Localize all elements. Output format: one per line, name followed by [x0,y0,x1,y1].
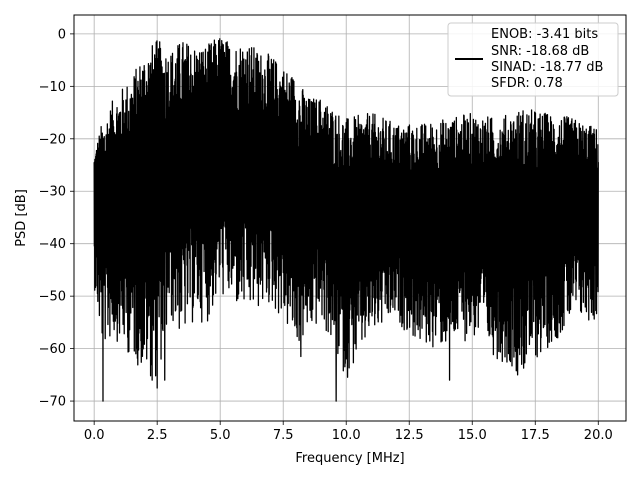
x-tick-label: 20.0 [584,428,613,443]
y-tick-label: −50 [39,290,66,305]
x-tick-label: 0.0 [84,428,105,443]
y-tick-label: −40 [39,237,66,252]
y-tick-label: −60 [39,342,66,357]
y-tick-label: −10 [39,80,66,95]
x-tick-label: 17.5 [521,428,550,443]
psd-trace-line [93,38,599,402]
plot-frame [73,14,627,422]
legend: ENOB: -3.41 bits SNR: -18.68 dB SINAD: -… [447,22,619,97]
axis-ticks: 0.0 2.5 5.0 7.5 10.0 12.5 15.0 17.5 20.0 0 −10 −20 −… [39,27,613,443]
x-tick-label: 15.0 [458,428,487,443]
legend-snr: SNR: -18.68 dB [491,44,589,59]
x-tick-label: 12.5 [395,428,424,443]
legend-sinad: SINAD: -18.77 dB [491,60,603,75]
psd-trace-group [93,38,599,402]
y-tick-label: −20 [39,132,66,147]
legend-box [447,22,619,97]
y-tick-label: −30 [39,185,66,200]
x-tick-label: 7.5 [273,428,294,443]
legend-enob: ENOB: -3.41 bits [491,27,598,42]
x-tick-label: 5.0 [210,428,231,443]
x-axis-label: Frequency [MHz] [295,451,404,466]
y-tick-label: 0 [58,27,66,42]
y-axis-label: PSD [dB] [14,189,29,247]
x-tick-label: 10.0 [332,428,361,443]
legend-sfdr: SFDR: 0.78 [491,76,563,91]
y-tick-label: −70 [39,395,66,410]
x-tick-label: 2.5 [147,428,168,443]
